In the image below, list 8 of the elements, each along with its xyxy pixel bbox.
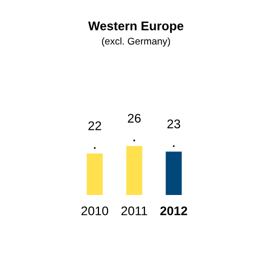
x-tick-label: 2011 (121, 206, 148, 216)
chart-subtitle: (excl. Germany) (102, 37, 170, 47)
data-label: 22 (88, 121, 102, 130)
x-tick-label: 2010 (81, 206, 108, 216)
x-tick-label: 2012 (160, 206, 188, 216)
data-label: 23 (167, 120, 180, 128)
chart-title: Western Europe (88, 22, 184, 33)
data-label: 26 (128, 114, 141, 123)
